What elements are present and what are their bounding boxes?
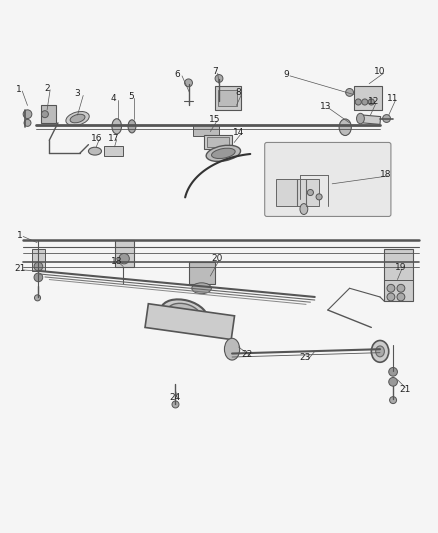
Circle shape [390,397,396,403]
Ellipse shape [371,341,389,362]
Ellipse shape [167,303,201,326]
Circle shape [389,377,397,386]
Circle shape [397,284,405,292]
Circle shape [346,88,353,96]
Circle shape [42,111,48,118]
Text: 10: 10 [374,67,386,76]
Bar [354,86,382,110]
Circle shape [368,99,374,105]
Ellipse shape [339,119,351,135]
Text: 15: 15 [209,115,220,124]
Text: 5: 5 [128,92,134,101]
Bar [276,180,319,206]
Ellipse shape [300,204,308,214]
Text: 1: 1 [16,85,21,94]
Text: 6: 6 [175,70,180,79]
Text: 7: 7 [212,67,218,76]
Ellipse shape [88,147,102,155]
Circle shape [172,401,179,408]
Circle shape [389,367,397,376]
Bar [215,86,241,110]
Bar [193,125,219,136]
Bar [204,135,232,149]
Text: 11: 11 [387,94,399,102]
Ellipse shape [66,111,89,126]
Text: 24: 24 [169,393,180,402]
Text: 20: 20 [211,254,223,263]
Text: 21: 21 [14,264,25,273]
Bar [145,304,234,340]
Circle shape [35,295,41,301]
Text: 18: 18 [379,169,391,179]
Text: 17: 17 [108,134,120,143]
Text: 12: 12 [368,98,379,107]
Text: 3: 3 [74,89,81,98]
Circle shape [24,119,31,126]
Text: 4: 4 [111,94,117,103]
Bar [32,249,45,271]
Ellipse shape [128,120,136,133]
Text: 16: 16 [91,134,102,143]
Circle shape [316,194,322,200]
Bar [188,262,215,284]
Ellipse shape [357,114,364,124]
Circle shape [34,273,43,282]
Ellipse shape [70,114,85,123]
Bar [115,240,134,266]
Circle shape [34,262,43,271]
Circle shape [23,110,32,118]
Circle shape [387,293,395,301]
Text: 9: 9 [283,70,290,79]
Text: 21: 21 [399,385,411,394]
Circle shape [387,284,395,292]
Ellipse shape [224,338,240,360]
Text: 18: 18 [111,257,123,266]
Circle shape [383,115,391,123]
Circle shape [397,293,405,301]
Ellipse shape [161,300,208,329]
Ellipse shape [212,148,235,158]
FancyBboxPatch shape [265,142,391,216]
Ellipse shape [376,346,385,357]
Circle shape [355,99,361,105]
Circle shape [362,99,368,105]
Circle shape [119,254,129,264]
Text: 23: 23 [300,353,311,362]
Bar [104,146,123,156]
Bar [41,106,56,123]
Text: 19: 19 [395,263,406,272]
Text: 1: 1 [17,231,22,240]
Ellipse shape [112,119,121,134]
Text: 22: 22 [242,350,253,359]
Bar [207,137,229,147]
Text: 2: 2 [44,84,50,93]
Bar [218,90,237,107]
Ellipse shape [192,283,212,294]
Text: 8: 8 [236,88,241,97]
Circle shape [215,75,223,83]
Circle shape [307,189,314,196]
Circle shape [185,79,192,87]
Text: 13: 13 [320,102,332,111]
Text: 14: 14 [233,128,244,137]
Bar [385,249,413,301]
Ellipse shape [206,146,240,161]
Bar [363,115,381,124]
